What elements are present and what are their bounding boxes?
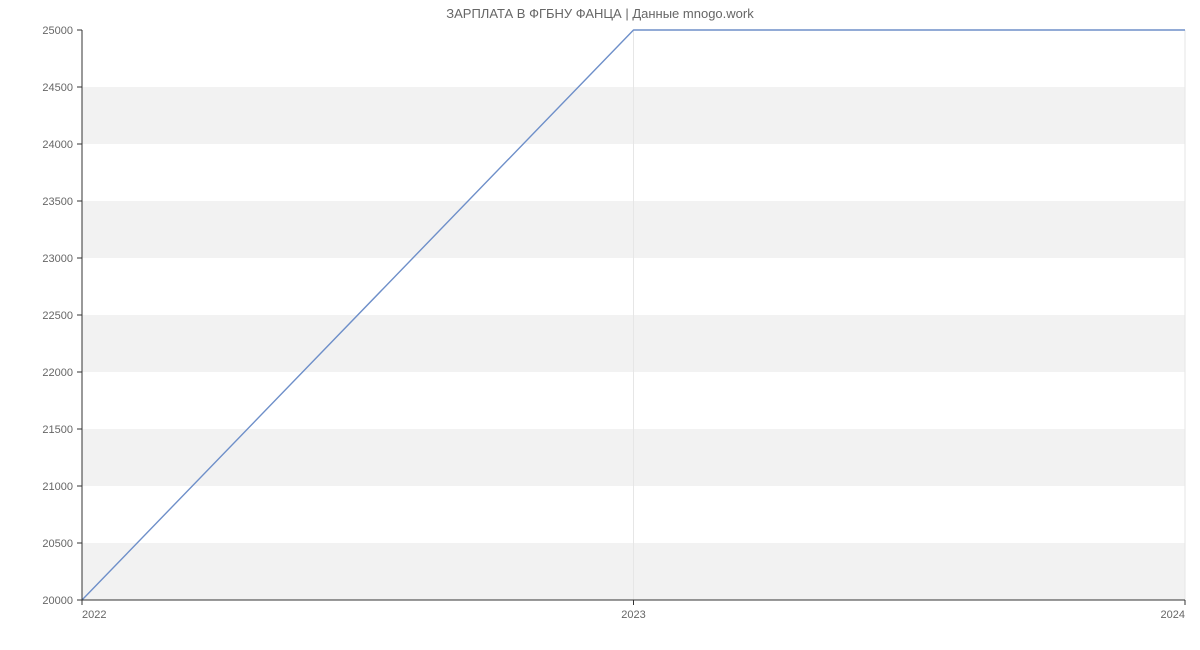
salary-line-chart: ЗАРПЛАТА В ФГБНУ ФАНЦА | Данные mnogo.wo…	[0, 0, 1200, 650]
y-tick-label: 22500	[42, 310, 73, 322]
y-tick-label: 21500	[42, 424, 73, 436]
x-tick-label: 2022	[82, 609, 106, 621]
x-tick-label: 2024	[1161, 609, 1185, 621]
y-tick-label: 25000	[42, 25, 73, 37]
y-tick-label: 22000	[42, 367, 73, 379]
y-tick-label: 23000	[42, 253, 73, 265]
y-tick-label: 23500	[42, 196, 73, 208]
chart-svg: 20000 20500 21000 21500 22000 22500 23000 23500…	[0, 0, 1200, 650]
y-tick-label: 24500	[42, 82, 73, 94]
x-tick-label: 2023	[621, 609, 645, 621]
chart-title: ЗАРПЛАТА В ФГБНУ ФАНЦА | Данные mnogo.wo…	[0, 6, 1200, 21]
y-tick-label: 24000	[42, 139, 73, 151]
y-tick-label: 20000	[42, 595, 73, 607]
y-tick-label: 20500	[42, 538, 73, 550]
y-tick-label: 21000	[42, 481, 73, 493]
